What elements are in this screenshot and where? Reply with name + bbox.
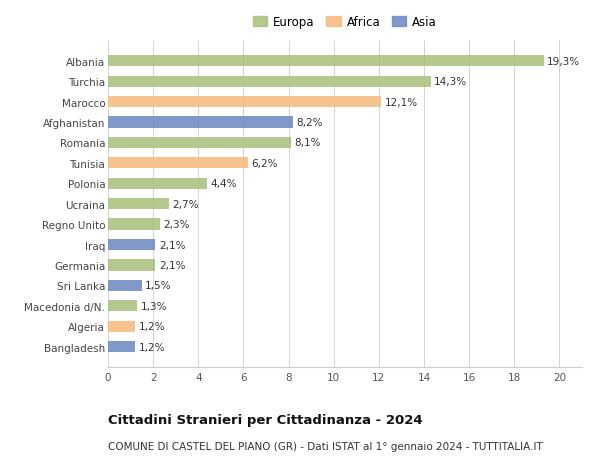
- Bar: [108, 341, 135, 353]
- Legend: Europa, Africa, Asia: Europa, Africa, Asia: [250, 12, 440, 32]
- Bar: [108, 77, 431, 88]
- Bar: [108, 280, 142, 291]
- Text: 1,2%: 1,2%: [139, 342, 165, 352]
- Bar: [108, 138, 291, 149]
- Bar: [108, 219, 160, 230]
- Text: 2,1%: 2,1%: [159, 240, 185, 250]
- Text: 12,1%: 12,1%: [385, 97, 418, 107]
- Bar: [108, 260, 155, 271]
- Bar: [108, 117, 293, 129]
- Bar: [108, 240, 155, 251]
- Bar: [108, 178, 208, 190]
- Bar: [108, 301, 137, 312]
- Text: 14,3%: 14,3%: [434, 77, 467, 87]
- Text: 1,2%: 1,2%: [139, 321, 165, 331]
- Text: 2,3%: 2,3%: [163, 219, 190, 230]
- Bar: [108, 56, 544, 67]
- Text: 1,3%: 1,3%: [141, 301, 167, 311]
- Text: 4,4%: 4,4%: [211, 179, 237, 189]
- Bar: [108, 97, 381, 108]
- Text: 2,1%: 2,1%: [159, 260, 185, 270]
- Text: 2,7%: 2,7%: [172, 199, 199, 209]
- Text: Cittadini Stranieri per Cittadinanza - 2024: Cittadini Stranieri per Cittadinanza - 2…: [108, 413, 422, 426]
- Text: 8,2%: 8,2%: [296, 118, 323, 128]
- Bar: [108, 199, 169, 210]
- Text: COMUNE DI CASTEL DEL PIANO (GR) - Dati ISTAT al 1° gennaio 2024 - TUTTITALIA.IT: COMUNE DI CASTEL DEL PIANO (GR) - Dati I…: [108, 441, 543, 451]
- Text: 1,5%: 1,5%: [145, 281, 172, 291]
- Text: 8,1%: 8,1%: [294, 138, 321, 148]
- Text: 19,3%: 19,3%: [547, 57, 580, 67]
- Bar: [108, 321, 135, 332]
- Bar: [108, 158, 248, 169]
- Text: 6,2%: 6,2%: [251, 158, 278, 168]
